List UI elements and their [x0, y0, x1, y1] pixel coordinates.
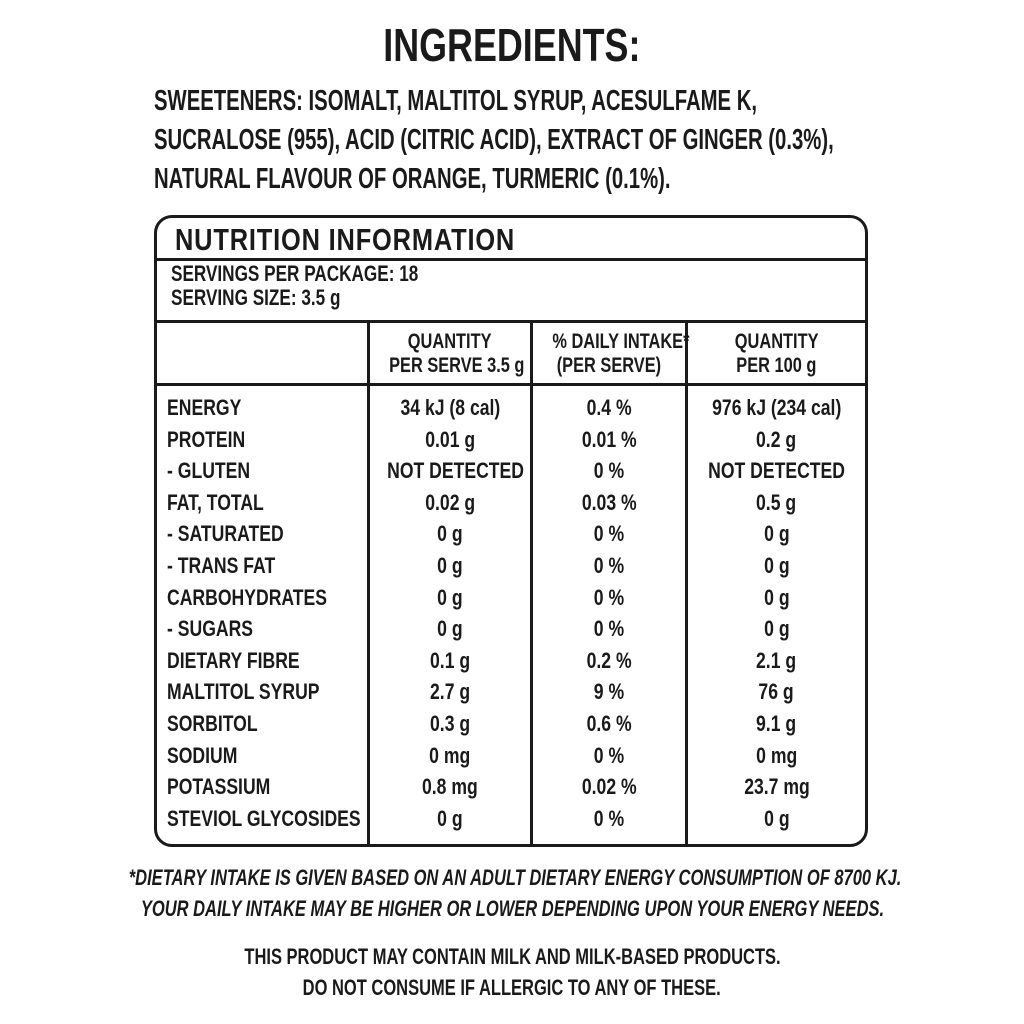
nutrient-value: 0 g	[763, 805, 790, 831]
nutrient-name: FAT, TOTAL	[167, 489, 264, 515]
nutrient-value: 0 g	[763, 584, 790, 610]
column-divider	[367, 321, 370, 844]
nutrient-value: 9.1 g	[756, 711, 797, 736]
nutrient-name: PROTEIN	[167, 426, 246, 452]
column-header: QUANTITY PER SERVE 3.5 g	[389, 330, 525, 377]
nutrient-value: 0.01 %	[581, 426, 637, 452]
nutrient-value: 0.1 g	[429, 647, 471, 673]
nutrient-value: 0.02 %	[581, 774, 637, 800]
ingredients-line: NATURAL FLAVOUR OF ORANGE, TURMERIC (0.1…	[154, 163, 671, 195]
dietary-footnote: *DIETARY INTAKE IS GIVEN BASED ON AN ADU…	[128, 865, 902, 921]
allergen-statement: THIS PRODUCT MAY CONTAIN MILK AND MILK-B…	[243, 944, 781, 1000]
nutrient-value: 0.3 g	[429, 711, 471, 736]
nutrient-value: 9 %	[593, 679, 625, 705]
nutrient-value: 0.02 g	[425, 489, 475, 515]
nutrient-value: NOT DETECTED	[387, 458, 525, 484]
nutrient-value: 0.01 g	[425, 426, 475, 452]
nutrient-name: SODIUM	[167, 742, 238, 768]
nutrient-name: SORBITOL	[167, 711, 258, 736]
nutrient-name: ENERGY	[167, 395, 242, 420]
nutrient-name: - TRANS FAT	[167, 553, 276, 578]
nutrient-value: 0 g	[763, 616, 790, 642]
servings-per-package: SERVINGS PER PACKAGE: 18	[171, 261, 419, 286]
nutrient-value: 2.7 g	[429, 679, 471, 705]
divider	[157, 383, 865, 386]
serving-size: SERVING SIZE: 3.5 g	[171, 285, 341, 310]
nutrient-value: 0 %	[593, 616, 625, 642]
nutrient-value: 0 g	[437, 584, 463, 610]
nutrient-value: 0 %	[593, 458, 625, 484]
nutrient-value: 0.4 %	[586, 395, 632, 420]
nutrient-value: 0 g	[437, 553, 463, 578]
column-header: QUANTITY PER 100 g	[734, 330, 819, 377]
nutrient-value: 0 g	[437, 616, 463, 642]
nutrient-value: 0 g	[763, 521, 790, 547]
column-header: % DAILY INTAKE* (PER SERVE)	[552, 330, 690, 377]
nutrient-value: 0.2 %	[586, 647, 632, 673]
nutrient-name: - SATURATED	[167, 521, 284, 547]
nutrient-value: NOT DETECTED	[708, 458, 845, 484]
nutrient-value: 23.7 mg	[743, 774, 810, 800]
nutrient-name: DIETARY FIBRE	[167, 647, 300, 673]
ingredients-line: SWEETENERS: ISOMALT, MALTITOL SYRUP, ACE…	[154, 85, 758, 117]
nutrient-value: 0 mg	[755, 742, 798, 768]
nutrient-value: 0 g	[437, 805, 463, 831]
ingredients-title: INGREDIENTS:	[383, 19, 641, 71]
nutrient-value: 0.03 %	[581, 489, 637, 515]
nutrient-value: 0 %	[593, 805, 625, 831]
nutrient-value: 0.8 mg	[422, 774, 478, 800]
nutrient-value: 2.1 g	[756, 647, 797, 673]
ingredients-list: SWEETENERS: ISOMALT, MALTITOL SYRUP, ACE…	[154, 82, 834, 199]
nutrition-table: NUTRITION INFORMATION SERVINGS PER PACKA…	[154, 215, 868, 847]
nutrient-name: CARBOHYDRATES	[167, 584, 328, 610]
nutrient-name: STEVIOL GLYCOSIDES	[167, 805, 361, 831]
nutrient-value: 976 kJ (234 cal)	[711, 395, 842, 420]
nutrient-name: - GLUTEN	[167, 458, 251, 484]
nutrient-value: 0 mg	[429, 742, 471, 768]
nutrition-title: NUTRITION INFORMATION	[175, 222, 516, 257]
divider	[157, 258, 865, 261]
nutrient-value: 0 %	[593, 584, 625, 610]
servings-info: SERVINGS PER PACKAGE: 18 SERVING SIZE: 3…	[171, 262, 418, 310]
nutrient-value: 0 %	[593, 521, 625, 547]
nutrient-value: 0.6 %	[586, 711, 632, 736]
nutrient-name: POTASSIUM	[167, 774, 271, 800]
ingredients-line: SUCRALOSE (955), ACID (CITRIC ACID), EXT…	[154, 124, 834, 156]
divider	[157, 320, 865, 323]
nutrient-name: MALTITOL SYRUP	[167, 679, 320, 705]
nutrient-value: 0 %	[593, 742, 625, 768]
column-divider	[685, 321, 688, 844]
column-divider	[530, 321, 533, 844]
nutrient-value: 0 %	[593, 553, 625, 578]
nutrient-value: 0 g	[763, 553, 790, 578]
nutrient-value: 0.2 g	[756, 426, 797, 452]
nutrient-value: 0.5 g	[756, 489, 797, 515]
nutrient-name: - SUGARS	[167, 616, 254, 642]
nutrient-value: 0 g	[437, 521, 463, 547]
nutrient-value: 34 kJ (8 cal)	[400, 395, 500, 420]
nutrient-value: 76 g	[758, 679, 795, 705]
